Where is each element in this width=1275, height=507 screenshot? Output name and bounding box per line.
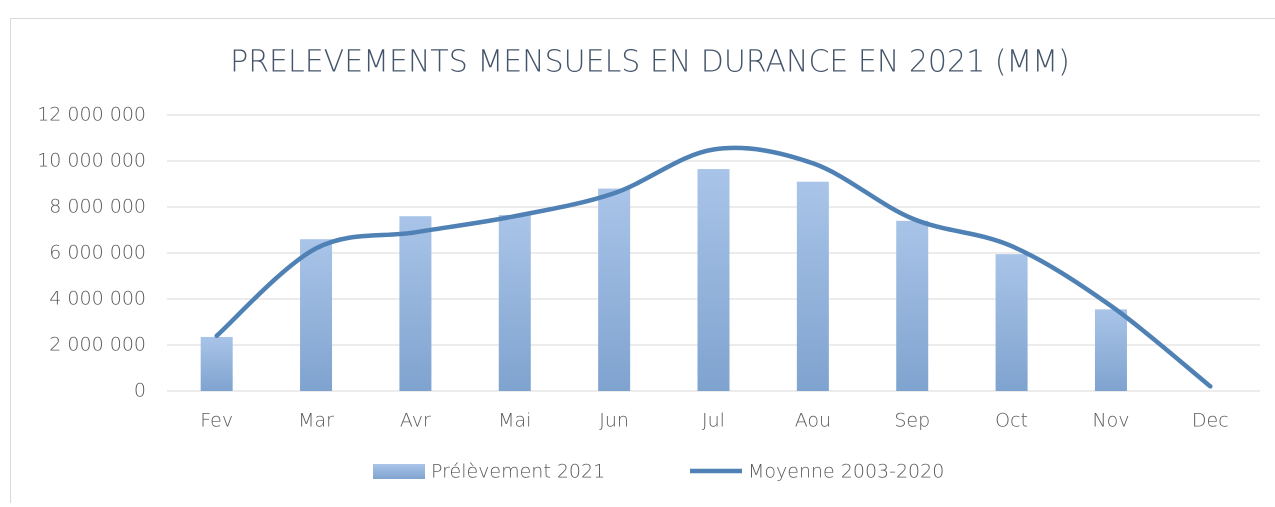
legend-label: Prélèvement 2021 — [431, 461, 605, 483]
y-tick-label: 4 000 000 — [49, 288, 146, 310]
y-tick-label: 0 — [134, 380, 146, 402]
bar — [698, 169, 730, 391]
y-tick-label: 8 000 000 — [49, 196, 146, 218]
legend-swatch — [373, 464, 425, 479]
bar — [201, 337, 233, 391]
x-tick-label: Avr — [400, 410, 431, 432]
bar — [598, 189, 630, 391]
y-tick-label: 2 000 000 — [49, 334, 146, 356]
x-tick-label: Nov — [1092, 410, 1129, 432]
y-tick-label: 6 000 000 — [49, 242, 146, 264]
x-tick-label: Jun — [599, 410, 629, 432]
x-tick-label: Mar — [298, 410, 334, 432]
bar — [499, 215, 531, 391]
bar — [399, 216, 431, 391]
bar — [996, 254, 1028, 391]
y-tick-label: 12 000 000 — [37, 104, 146, 126]
x-tick-label: Dec — [1192, 410, 1229, 432]
x-tick-label: Aou — [795, 410, 831, 432]
bar — [896, 221, 928, 391]
x-tick-label: Oct — [995, 410, 1028, 432]
bar — [300, 239, 332, 391]
legend-label: Moyenne 2003-2020 — [748, 461, 944, 483]
bar — [1095, 309, 1127, 391]
bar — [797, 182, 829, 391]
x-tick-label: Mai — [498, 410, 531, 432]
chart-title: PRELEVEMENTS MENSUELS EN DURANCE EN 2021… — [230, 45, 1070, 80]
x-tick-label: Sep — [894, 410, 930, 432]
x-tick-label: Jul — [702, 410, 725, 432]
x-tick-label: Fev — [200, 410, 233, 432]
y-tick-label: 10 000 000 — [37, 150, 146, 172]
